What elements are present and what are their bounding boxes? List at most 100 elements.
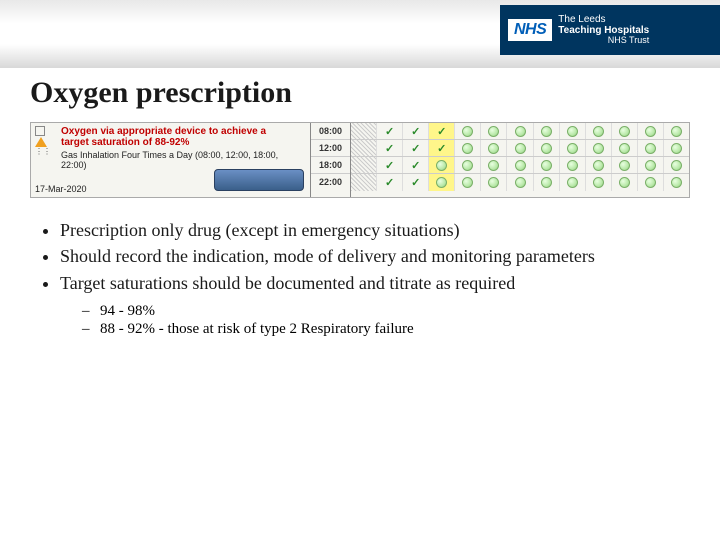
- grid-cell: [664, 140, 689, 156]
- trust-line3: NHS Trust: [558, 36, 649, 46]
- grid-cell: [455, 174, 481, 191]
- trust-branding: NHS The Leeds Teaching Hospitals NHS Tru…: [500, 5, 720, 55]
- tick-icon: ✓: [385, 125, 394, 138]
- due-circle-icon: [645, 160, 656, 171]
- grid-cell: [664, 157, 689, 173]
- header-band: NHS The Leeds Teaching Hospitals NHS Tru…: [0, 0, 720, 68]
- due-circle-icon: [645, 143, 656, 154]
- due-circle-icon: [593, 143, 604, 154]
- bullet-item: Should record the indication, mode of de…: [60, 244, 680, 268]
- grid-row: ✓ ✓ ✓: [351, 140, 689, 157]
- due-circle-icon: [567, 177, 578, 188]
- due-circle-icon: [645, 177, 656, 188]
- grid-cell: [507, 123, 533, 139]
- grid-cell: ✓: [377, 157, 403, 173]
- due-circle-icon: [488, 126, 499, 137]
- grid-cell: [612, 174, 638, 191]
- grid-cell: [455, 140, 481, 156]
- grid-cell: ✓: [377, 123, 403, 139]
- tick-icon: ✓: [411, 125, 420, 138]
- time-cell: 12:00: [311, 140, 350, 157]
- due-circle-icon: [462, 160, 473, 171]
- grid-cell: [351, 140, 377, 156]
- grid-cell: [586, 157, 612, 173]
- grid-cell: [612, 157, 638, 173]
- bullet-item: Prescription only drug (except in emerge…: [60, 218, 680, 242]
- due-circle-icon: [515, 143, 526, 154]
- medication-chart: ⋮⋮ Oxygen via appropriate device to achi…: [30, 122, 690, 198]
- due-circle-icon: [619, 126, 630, 137]
- due-circle-icon: [462, 126, 473, 137]
- grid-cell: [638, 140, 664, 156]
- due-circle-icon: [619, 177, 630, 188]
- grid-cell: ✓: [403, 174, 429, 191]
- grid-row: ✓ ✓ ✓: [351, 123, 689, 140]
- grid-cell: [481, 140, 507, 156]
- due-circle-icon: [593, 177, 604, 188]
- grid-cell: [534, 174, 560, 191]
- due-circle-icon: [671, 126, 682, 137]
- trust-name: The Leeds Teaching Hospitals NHS Trust: [558, 14, 649, 46]
- due-circle-icon: [462, 143, 473, 154]
- prescription-title: Oxygen via appropriate device to achieve…: [61, 126, 306, 148]
- sub-bullet-item: 94 - 98%: [100, 303, 680, 320]
- page-title: Oxygen prescription: [30, 76, 720, 110]
- checkbox-icon: [35, 126, 45, 136]
- tick-icon: ✓: [385, 176, 394, 189]
- grid-cell: [507, 174, 533, 191]
- grid-cell: [351, 174, 377, 191]
- grid-row: ✓✓: [351, 157, 689, 174]
- due-circle-icon: [541, 143, 552, 154]
- grid-cell: [586, 174, 612, 191]
- due-circle-icon: [567, 143, 578, 154]
- due-circle-icon: [515, 177, 526, 188]
- due-circle-icon: [515, 126, 526, 137]
- rx-title-line2: target saturation of 88-92%: [61, 137, 189, 148]
- grid-cell: ✓: [377, 140, 403, 156]
- grid-cell: ✓: [403, 140, 429, 156]
- more-icon: ⋮⋮: [35, 148, 57, 156]
- grid-cell: [664, 123, 689, 139]
- grid-cell: [534, 140, 560, 156]
- time-cell: 18:00: [311, 157, 350, 174]
- grid-cell: [481, 123, 507, 139]
- grid-cell: [612, 140, 638, 156]
- grid-row: ✓✓: [351, 174, 689, 191]
- due-circle-icon: [671, 177, 682, 188]
- sub-bullets: 94 - 98% 88 - 92% - those at risk of typ…: [80, 303, 680, 338]
- grid-cell: [560, 174, 586, 191]
- due-circle-icon: [515, 160, 526, 171]
- due-circle-icon: [436, 160, 447, 171]
- tick-icon: ✓: [385, 142, 394, 155]
- grid-cell: [560, 123, 586, 139]
- chart-prescription-panel: ⋮⋮ Oxygen via appropriate device to achi…: [31, 123, 311, 197]
- grid-cell: [429, 174, 455, 191]
- grid-cell: [534, 123, 560, 139]
- tick-icon: ✓: [411, 142, 420, 155]
- due-circle-icon: [541, 177, 552, 188]
- tick-icon: ✓: [437, 125, 446, 138]
- warning-icon: [35, 137, 47, 147]
- grid-cell: ✓: [377, 174, 403, 191]
- grid-cell: [507, 140, 533, 156]
- due-circle-icon: [671, 160, 682, 171]
- grid-cell: [534, 157, 560, 173]
- tick-icon: ✓: [437, 142, 446, 155]
- main-bullets: Prescription only drug (except in emerge…: [40, 218, 680, 295]
- time-cell: 08:00: [311, 123, 350, 140]
- grid-cell: [638, 174, 664, 191]
- grid-cell: ✓: [403, 157, 429, 173]
- grid-cell: [586, 140, 612, 156]
- trust-line1: The Leeds: [558, 14, 649, 25]
- grid-cell: [638, 157, 664, 173]
- grid-cell: [586, 123, 612, 139]
- due-circle-icon: [671, 143, 682, 154]
- grid-cell: [481, 157, 507, 173]
- grid-cell: [351, 157, 377, 173]
- sub-bullet-item: 88 - 92% - those at risk of type 2 Respi…: [100, 321, 680, 338]
- due-circle-icon: [567, 126, 578, 137]
- due-circle-icon: [488, 160, 499, 171]
- rx-title-line1: Oxygen via appropriate device to achieve…: [61, 126, 266, 137]
- grid-cell: [455, 157, 481, 173]
- administration-grid: ✓✓✓✓✓✓✓✓✓✓: [351, 123, 689, 197]
